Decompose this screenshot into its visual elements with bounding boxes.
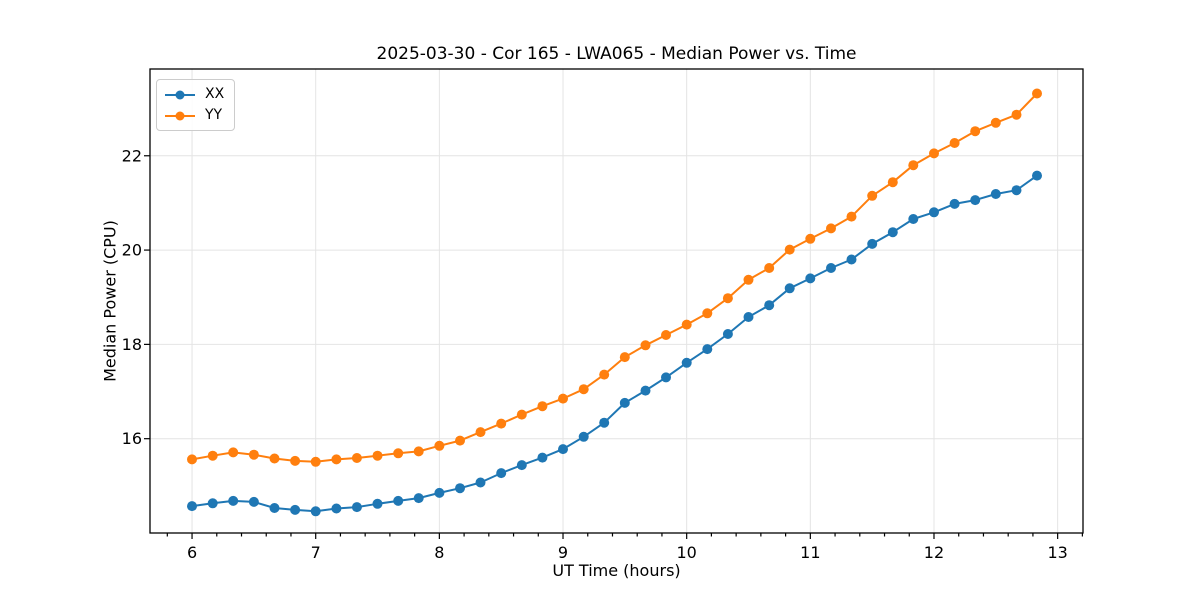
svg-text:22: 22 — [122, 146, 142, 165]
legend-item-xx: XX — [163, 84, 224, 105]
svg-text:11: 11 — [800, 543, 820, 562]
series-YY-line — [191, 92, 1038, 463]
gridlines — [150, 69, 1083, 533]
series-XX-markers — [187, 170, 1042, 517]
plot-border — [149, 68, 1084, 534]
series-YY-markers — [187, 88, 1042, 467]
svg-text:12: 12 — [924, 543, 944, 562]
legend-line-marker-icon — [165, 111, 195, 120]
svg-text:6: 6 — [187, 543, 197, 562]
svg-text:13: 13 — [1047, 543, 1067, 562]
svg-text:16: 16 — [122, 429, 142, 448]
y-axis-label: Median Power (CPU) — [100, 220, 120, 382]
chart-title: 2025-03-30 - Cor 165 - LWA065 - Median P… — [376, 44, 857, 64]
legend-label-xx: XX — [205, 86, 225, 102]
svg-text:10: 10 — [676, 543, 696, 562]
y-tick-labels: 16 18 20 22 — [122, 146, 142, 448]
svg-text:20: 20 — [122, 241, 142, 260]
svg-text:7: 7 — [311, 543, 321, 562]
legend-line-marker-icon — [165, 90, 195, 99]
legend: XX YY — [156, 79, 236, 131]
legend-item-yy: YY — [163, 105, 224, 126]
legend-label-yy: YY — [205, 107, 223, 123]
svg-text:8: 8 — [434, 543, 444, 562]
x-axis-label: UT Time (hours) — [552, 561, 681, 580]
svg-text:9: 9 — [558, 543, 568, 562]
axis-ticks — [144, 155, 1083, 539]
x-tick-labels: 6 7 8 9 10 11 12 13 — [187, 543, 1068, 562]
svg-text:18: 18 — [122, 335, 142, 354]
